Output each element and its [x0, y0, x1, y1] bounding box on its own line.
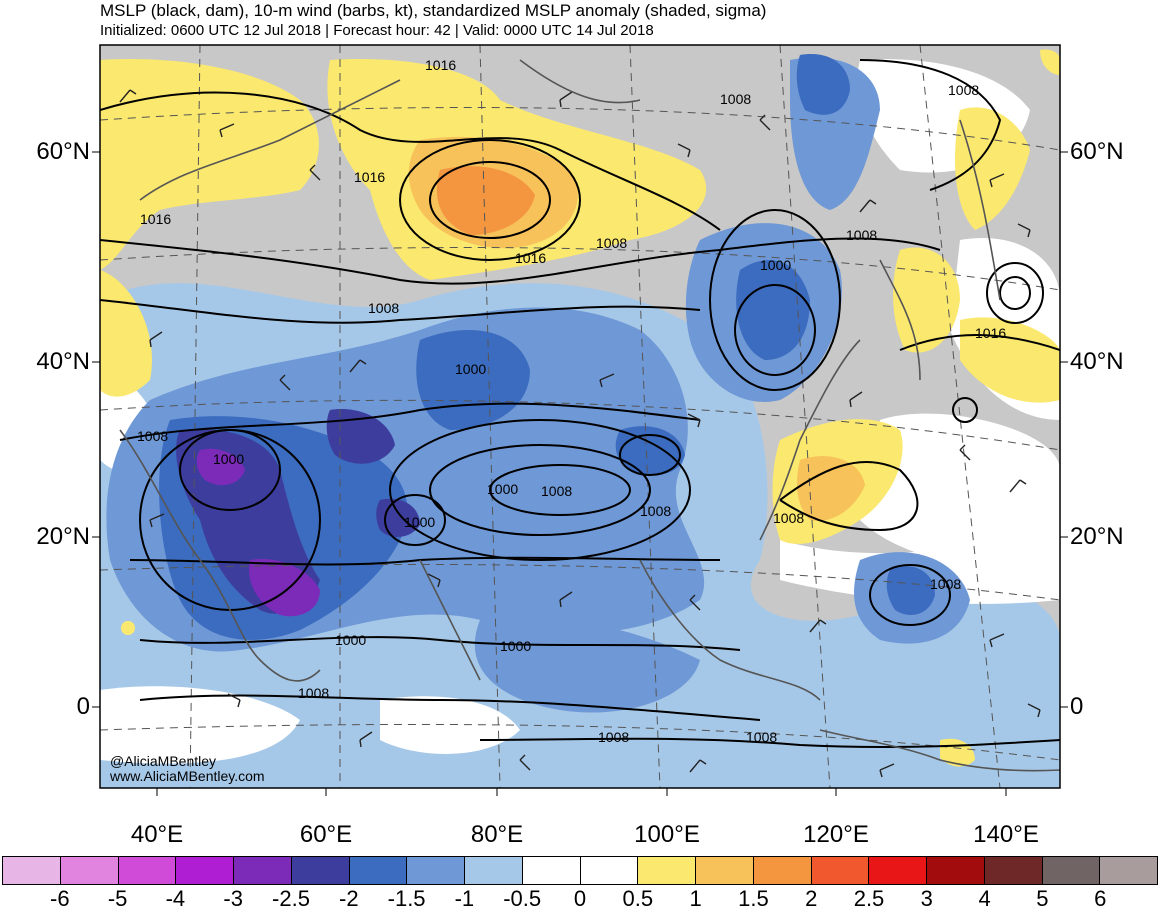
isobar-label: 1008 [640, 503, 671, 519]
credit-handle: @AliciaMBentley [110, 753, 217, 769]
colorbar-tick-label: 2.5 [853, 886, 885, 911]
isobar-label: 1000 [487, 481, 518, 497]
isobar-label: 1008 [773, 510, 804, 526]
colorbar-tick-label: 2 [805, 886, 818, 911]
lat-label-right: 20°N [1070, 523, 1124, 550]
colorbar-tick-label: 1 [689, 886, 702, 911]
isobar-label: 1000 [455, 361, 486, 377]
isobar-label-group: 1016 1008 1008 1016 1016 1008 1016 1008 … [137, 57, 1006, 745]
colorbar-tick-label: 5 [1036, 886, 1049, 911]
isobar-label: 1008 [596, 235, 627, 251]
colorbar-segment [522, 857, 581, 884]
lat-label-right: 60°N [1070, 138, 1124, 165]
colorbar-tick-label: 4 [978, 886, 991, 911]
colorbar-tick-label: 1.5 [738, 886, 769, 911]
map-frame [99, 44, 1061, 789]
isobar-label: 1016 [515, 250, 546, 266]
colorbar-tick-label: 0.5 [622, 886, 654, 911]
isobar-label: 1000 [213, 451, 244, 467]
map-title: MSLP (black, dam), 10-m wind (barbs, kt)… [100, 1, 767, 20]
colorbar-segment [60, 857, 119, 884]
colorbar-tick-label: -5 [107, 886, 128, 911]
wind-barbs [119, 89, 1041, 778]
colorbar-tick-label: -2.5 [272, 886, 310, 911]
map-shading [100, 45, 1060, 788]
lon-label: 100°E [634, 821, 700, 848]
isobars [100, 59, 1060, 749]
colorbar-segment [696, 857, 754, 884]
colorbar-segment [407, 857, 465, 884]
map-subtitle: Initialized: 0600 UTC 12 Jul 2018 | Fore… [100, 22, 654, 39]
colorbar-segment [234, 857, 292, 884]
isobar-label: 1008 [541, 483, 572, 499]
isobar-label: 1008 [746, 729, 777, 745]
colorbar-tick-label: -4 [165, 886, 186, 911]
isobar-label: 1016 [354, 169, 385, 185]
colorbar [2, 856, 1158, 885]
colorbar-segment [349, 857, 408, 884]
isobar-label: 1008 [948, 82, 979, 98]
isobar-label: 1008 [598, 729, 629, 745]
lon-label: 60°E [299, 821, 353, 848]
credit-website: www.AliciaMBentley.com [110, 768, 265, 784]
lat-label-left: 60°N [36, 138, 90, 165]
isobar-label: 1008 [720, 91, 751, 107]
colorbar-tick-label: 3 [920, 886, 933, 911]
lon-label: 120°E [803, 821, 869, 848]
colorbar-tick-label: -0.5 [503, 886, 542, 911]
colorbar-tick-label: -6 [50, 886, 70, 911]
colorbar-tick-label: -2 [339, 886, 359, 911]
colorbar-segment [1100, 857, 1157, 884]
isobar-label: 1008 [846, 227, 877, 243]
isobar-label: 1008 [930, 576, 961, 592]
colorbar-tick-label: -1.5 [387, 886, 426, 911]
isobar-label: 1000 [335, 632, 366, 648]
colorbar-segment [753, 857, 812, 884]
colorbar-segment [869, 857, 927, 884]
graticule [100, 45, 1060, 788]
lon-label: 80°E [470, 821, 524, 848]
colorbar-segment [118, 857, 177, 884]
colorbar-segment [1042, 857, 1101, 884]
lon-label: 140°E [973, 821, 1039, 848]
colorbar-segment [927, 857, 985, 884]
isobar-label: 1016 [425, 57, 456, 73]
colorbar-segment [984, 857, 1043, 884]
coastlines [119, 59, 1060, 772]
colorbar-segment [638, 857, 696, 884]
isobar-label: 1008 [137, 428, 168, 444]
colorbar-segment [176, 857, 234, 884]
isobar-label: 1000 [760, 257, 791, 273]
isobar-label: 1000 [404, 514, 435, 530]
colorbar-tick-label: -1 [454, 886, 475, 911]
colorbar-segment [465, 857, 523, 884]
isobar-label: 1000 [500, 638, 531, 654]
colorbar-segment [580, 857, 639, 884]
lat-label-left: 0 [76, 693, 90, 720]
isobar-label: 1016 [975, 325, 1006, 341]
isobar-label: 1016 [140, 211, 171, 227]
colorbar-segment [291, 857, 350, 884]
lat-label-right: 0 [1070, 693, 1084, 720]
isobar-label: 1008 [298, 685, 329, 701]
colorbar-tick-label: -3 [223, 886, 243, 911]
lat-label-left: 40°N [36, 348, 90, 375]
colorbar-segment [3, 857, 61, 884]
colorbar-tick-label: 0 [573, 886, 587, 911]
isobar-label: 1008 [368, 300, 399, 316]
axis-ticks [92, 151, 1068, 796]
lat-label-right: 40°N [1070, 348, 1124, 375]
lat-label-left: 20°N [36, 523, 90, 550]
lon-label: 40°E [130, 821, 184, 848]
colorbar-tick-label: 6 [1094, 886, 1107, 911]
colorbar-segment [811, 857, 870, 884]
